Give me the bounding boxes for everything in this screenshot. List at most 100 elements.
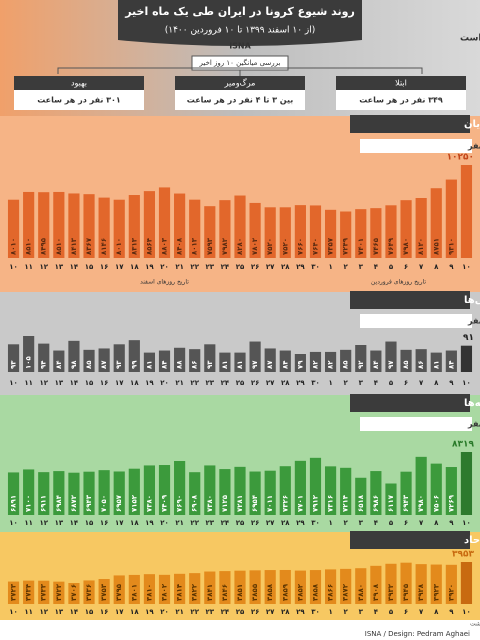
title-band <box>350 115 470 133</box>
value-label: ۹۳ <box>115 360 123 369</box>
value-label: ۷۵۲۰ <box>266 238 274 255</box>
value-label: ۸۰۱۰ <box>10 238 18 255</box>
x-tick-label: ۲۳ <box>206 608 215 616</box>
x-tick-label: ۱۶ <box>100 519 109 527</box>
value-label: ۳۸۵۸ <box>311 583 319 601</box>
x-tick-label: ۱۳ <box>55 519 64 527</box>
x-tick-label: ۱۱ <box>24 379 33 387</box>
value-label: ۳۸۵۸ <box>266 583 274 601</box>
value-label: ۷۲۶۹ <box>447 494 455 512</box>
value-label: ۳۹۳۲ <box>387 583 395 601</box>
value-label: ۷۶۴۰ <box>311 238 319 255</box>
chart-total: مجموع: ۱،۶۰۵،۸۰۷ نفر <box>467 420 480 429</box>
x-tick-label: ۱۲ <box>39 263 48 271</box>
box-title: ابتلا <box>395 79 407 88</box>
x-tick-label: ۵ <box>389 608 394 616</box>
x-tick-label: ۲۸ <box>281 519 290 527</box>
bar <box>143 465 156 515</box>
x-tick-label: ۸ <box>434 608 439 616</box>
x-tick-label: ۳۰ <box>311 519 320 527</box>
bar <box>309 351 322 372</box>
bar <box>7 581 20 604</box>
bar <box>98 348 110 372</box>
box-body <box>336 90 466 110</box>
value-label: ۸۴ <box>161 360 169 369</box>
bar <box>53 471 65 515</box>
bar <box>264 470 276 515</box>
bar <box>279 569 291 604</box>
chart-title: بهبودیافته‌ها <box>464 398 480 409</box>
value-label: ۸۸۰۳ <box>161 237 169 255</box>
bar <box>400 562 412 604</box>
x-tick-label: ۸ <box>434 519 439 527</box>
box-text: ۳۴۹ نفر در هر ساعت <box>359 96 443 105</box>
box-head <box>336 76 466 90</box>
x-tick-label: ۶ <box>404 263 408 271</box>
x-tick-label: ۲۱ <box>175 608 184 616</box>
bar <box>189 349 201 372</box>
x-tick-label: ۲۰ <box>160 519 169 527</box>
value-label: ۸۵۱۰ <box>55 238 63 255</box>
x-tick-label: ۳ <box>359 379 364 387</box>
axis-label: تاریخ روزهای فروردین <box>371 279 426 286</box>
x-tick-label: ۱۱ <box>24 519 33 527</box>
bar <box>234 466 246 515</box>
box-infection: ابتلا ۳۴۹ نفر در هر ساعت <box>336 76 466 110</box>
x-tick-label: ۱۲ <box>39 519 48 527</box>
x-tick-label: ۱۶ <box>100 263 109 271</box>
bar <box>264 207 276 258</box>
x-tick-label: ۲۹ <box>296 519 305 527</box>
x-tick-label: ۱۸ <box>130 519 139 527</box>
value-label: ۸۸ <box>176 360 184 369</box>
x-tick-label: ۱۰ <box>9 608 18 616</box>
x-tick-label: ۹ <box>449 379 454 387</box>
value-label: ۶۹۴۳ <box>402 494 410 512</box>
bar <box>340 211 352 258</box>
box-head <box>175 76 305 90</box>
value-label: ۷۱۵۲ <box>130 494 138 512</box>
x-tick-label: ۱۰ <box>462 379 471 387</box>
bar <box>128 468 140 515</box>
value-label: ۳۸۸۰ <box>357 584 365 601</box>
bar <box>400 471 412 515</box>
x-tick-label: ۱۸ <box>130 263 139 271</box>
x-tick-label: ۱۰ <box>9 379 18 387</box>
x-tick-label: ۱۰ <box>462 608 471 616</box>
x-tick-label: ۲۹ <box>296 608 305 616</box>
x-tick-label: ۲۶ <box>251 519 260 527</box>
bar <box>340 349 352 372</box>
x-tick-label: ۳۰ <box>311 379 320 387</box>
x-tick-label: ۱۱ <box>24 263 33 271</box>
connector <box>57 67 423 76</box>
bar <box>415 349 427 372</box>
box-text: ۳۰۱ نفر در هر ساعت <box>37 96 121 105</box>
x-tick-label: ۱۵ <box>85 608 94 616</box>
x-tick-label: ۸ <box>434 263 439 271</box>
value-label: ۷۹۱۲ <box>311 494 319 512</box>
x-tick-label: ۲۹ <box>296 379 305 387</box>
bar <box>38 472 50 515</box>
bar <box>7 472 20 515</box>
bar <box>355 209 367 258</box>
bar <box>445 564 457 604</box>
x-tick-label: ۳ <box>359 608 364 616</box>
chart-total: مجموع: ۱،۸۷۵،۲۳۴ نفر <box>467 142 480 151</box>
bar <box>53 581 65 604</box>
bar <box>68 193 80 258</box>
value-label: ۷۶۶۰ <box>296 238 304 255</box>
x-tick-label: ۷ <box>419 608 424 616</box>
value-label: ۸۴۹۵ <box>40 237 48 255</box>
x-tick-label: ۱۳ <box>55 379 64 387</box>
bar <box>264 570 276 604</box>
bar <box>113 575 125 604</box>
x-tick-label: ۲ <box>344 519 349 527</box>
bar <box>264 348 276 372</box>
x-tick-label: ۱۵ <box>85 379 94 387</box>
value-label: ۳۷۰۶ <box>70 584 78 601</box>
x-tick-label: ۲۴ <box>221 608 230 616</box>
value-label: ۱۰۵ <box>25 355 33 369</box>
bar <box>113 344 125 372</box>
value-label: ۸۴ <box>281 360 289 369</box>
x-tick-label: ۱۹ <box>145 379 154 387</box>
